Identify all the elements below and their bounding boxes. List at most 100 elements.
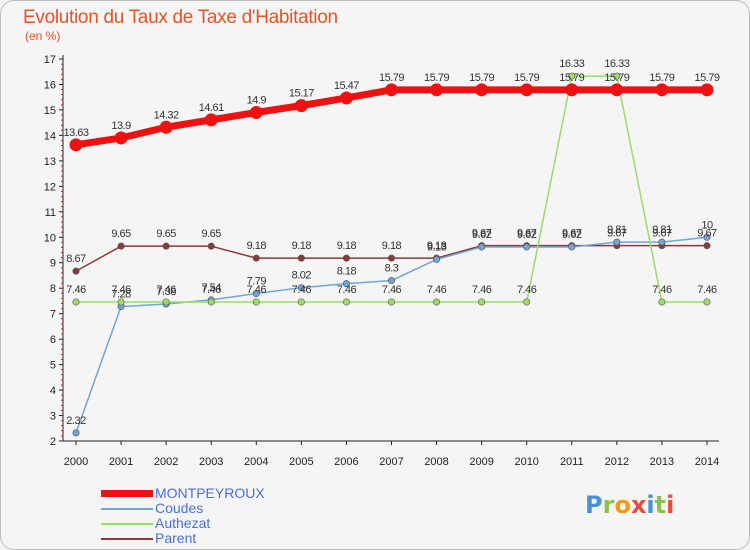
data-label-parent: 9.65 <box>156 228 176 240</box>
data-label-parent: 9.65 <box>111 228 131 240</box>
data-point-authezat <box>342 298 350 306</box>
data-point-authezat <box>568 72 576 80</box>
data-point-montpeyroux <box>114 131 128 145</box>
unit-label: (en %) <box>25 29 61 43</box>
data-point-montpeyroux <box>384 83 398 97</box>
legend-label: Coudes <box>155 500 204 516</box>
data-point-authezat <box>433 298 441 306</box>
x-tick-label: 2000 <box>64 456 88 468</box>
data-point-authezat <box>252 298 260 306</box>
data-label-authezat: 7.46 <box>337 284 357 296</box>
data-point-coudes <box>568 243 576 251</box>
data-point-parent <box>252 254 260 262</box>
data-label-montpeyroux: 14.32 <box>154 109 179 121</box>
chart-title: Evolution du Taux de Taxe d'Habitation <box>23 7 338 28</box>
data-label-authezat: 16.33 <box>604 58 629 70</box>
data-point-montpeyroux <box>430 83 444 97</box>
data-label-montpeyroux: 15.79 <box>424 72 449 84</box>
proxiti-logo: Proxiti <box>585 491 675 519</box>
data-label-parent: 9.65 <box>201 228 221 240</box>
data-label-parent: 9.67 <box>607 228 627 240</box>
data-point-coudes <box>523 243 531 251</box>
data-label-montpeyroux: 15.79 <box>649 72 674 84</box>
y-tick-label: 17 <box>44 54 56 66</box>
data-point-coudes <box>342 280 350 288</box>
y-tick-label: 2 <box>50 436 56 448</box>
data-label-authezat: 7.46 <box>697 284 717 296</box>
y-tick-label: 15 <box>44 105 56 117</box>
data-label-authezat: 7.46 <box>427 284 447 296</box>
data-label-coudes: 2.32 <box>66 415 86 427</box>
data-label-montpeyroux: 15.79 <box>694 72 719 84</box>
data-label-authezat: 7.46 <box>201 284 221 296</box>
data-label-montpeyroux: 14.9 <box>247 94 267 106</box>
data-point-montpeyroux <box>610 83 624 97</box>
data-point-coudes <box>478 243 486 251</box>
x-tick-label: 2008 <box>424 456 448 468</box>
data-point-authezat <box>117 298 125 306</box>
x-tick-label: 2007 <box>379 456 403 468</box>
x-tick-label: 2012 <box>605 456 629 468</box>
data-point-coudes <box>72 429 80 437</box>
data-label-parent: 9.18 <box>247 240 267 252</box>
data-label-coudes: 7.54 <box>201 282 221 294</box>
data-point-coudes <box>613 238 621 246</box>
data-point-montpeyroux <box>204 113 218 127</box>
data-point-montpeyroux <box>475 83 489 97</box>
data-label-parent: 9.18 <box>337 240 357 252</box>
data-label-coudes: 9.62 <box>562 229 582 241</box>
data-point-parent <box>342 254 350 262</box>
legend-swatch <box>101 490 153 497</box>
x-tick-label: 2004 <box>244 456 268 468</box>
data-point-authezat <box>478 298 486 306</box>
data-label-coudes: 9.62 <box>472 229 492 241</box>
x-tick-label: 2001 <box>109 456 133 468</box>
data-point-montpeyroux <box>249 105 263 119</box>
data-point-authezat <box>297 298 305 306</box>
data-label-authezat: 7.46 <box>111 284 131 296</box>
y-tick-label: 12 <box>44 181 56 193</box>
data-label-parent: 9.67 <box>562 228 582 240</box>
data-point-coudes <box>252 290 260 298</box>
legend-swatch <box>101 508 153 510</box>
data-point-parent <box>703 242 711 250</box>
data-point-parent <box>387 254 395 262</box>
data-point-authezat <box>387 298 395 306</box>
y-tick-label: 10 <box>44 232 56 244</box>
data-label-authezat: 7.46 <box>66 284 86 296</box>
data-label-parent: 8.67 <box>66 253 86 265</box>
x-tick-label: 2011 <box>560 456 584 468</box>
data-point-montpeyroux <box>159 120 173 134</box>
legend-swatch <box>101 538 153 540</box>
y-tick-label: 5 <box>50 360 56 372</box>
data-label-coudes: 9.13 <box>427 241 447 253</box>
data-label-authezat: 7.46 <box>156 284 176 296</box>
data-point-authezat <box>162 298 170 306</box>
x-tick-label: 2006 <box>334 456 358 468</box>
data-point-parent <box>297 254 305 262</box>
data-point-montpeyroux <box>69 138 83 152</box>
legend-label: Parent <box>155 530 197 546</box>
data-point-authezat <box>703 298 711 306</box>
data-point-parent <box>117 242 125 250</box>
data-label-montpeyroux: 13.63 <box>63 127 88 139</box>
data-label-coudes: 8.3 <box>385 263 399 275</box>
data-label-montpeyroux: 13.9 <box>111 120 131 132</box>
data-point-montpeyroux <box>565 83 579 97</box>
y-tick-label: 13 <box>44 156 56 168</box>
data-label-parent: 9.67 <box>472 228 492 240</box>
data-label-authezat: 16.33 <box>559 58 584 70</box>
data-label-authezat: 7.46 <box>247 284 267 296</box>
data-point-montpeyroux <box>294 99 308 113</box>
x-tick-label: 2003 <box>199 456 223 468</box>
y-tick-label: 6 <box>50 334 56 346</box>
data-point-montpeyroux <box>655 83 669 97</box>
data-label-coudes: 9.81 <box>652 224 672 236</box>
data-label-coudes: 7.28 <box>111 289 131 301</box>
data-point-coudes <box>703 233 711 241</box>
data-label-authezat: 7.46 <box>472 284 492 296</box>
y-tick-label: 14 <box>44 130 56 142</box>
y-tick-label: 11 <box>45 207 56 219</box>
data-point-authezat <box>613 72 621 80</box>
